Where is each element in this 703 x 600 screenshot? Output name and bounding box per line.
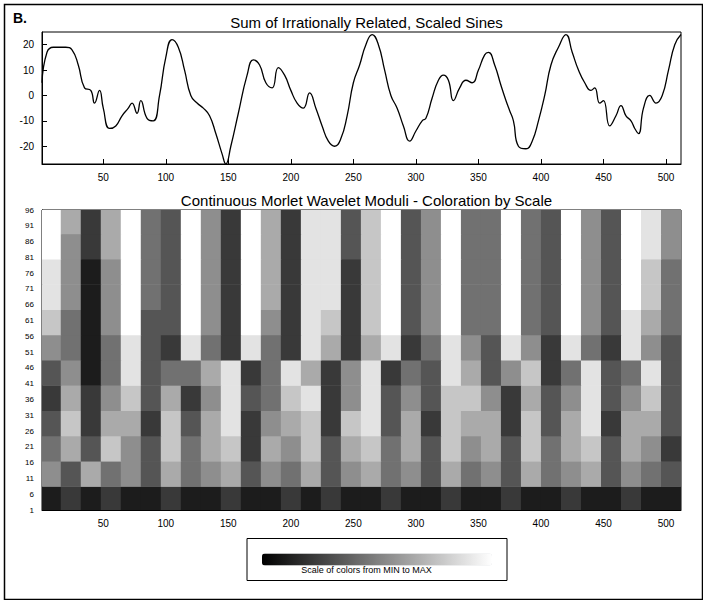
svg-text:36: 36	[25, 395, 34, 404]
svg-text:71: 71	[25, 284, 34, 293]
svg-text:11: 11	[26, 474, 35, 483]
svg-text:41: 41	[25, 379, 34, 388]
svg-text:400: 400	[533, 172, 550, 183]
svg-text:500: 500	[658, 518, 675, 529]
svg-text:56: 56	[25, 332, 34, 341]
svg-text:81: 81	[25, 253, 34, 262]
svg-text:46: 46	[25, 363, 34, 372]
svg-text:Scale of colors from MIN to MA: Scale of colors from MIN to MAX	[301, 565, 432, 575]
svg-text:1: 1	[30, 506, 35, 515]
svg-text:76: 76	[25, 269, 34, 278]
svg-text:Sum of Irrationally Related, S: Sum of Irrationally Related, Scaled Sine…	[230, 14, 503, 31]
svg-text:16: 16	[25, 458, 34, 467]
svg-text:86: 86	[25, 237, 34, 246]
svg-text:26: 26	[25, 427, 34, 436]
svg-text:10: 10	[23, 65, 35, 76]
svg-text:50: 50	[98, 518, 110, 529]
svg-text:350: 350	[470, 172, 487, 183]
svg-text:300: 300	[408, 172, 425, 183]
svg-text:350: 350	[470, 518, 487, 529]
svg-text:300: 300	[408, 518, 425, 529]
svg-text:50: 50	[98, 172, 110, 183]
svg-text:51: 51	[25, 348, 34, 357]
svg-text:91: 91	[25, 221, 34, 230]
svg-text:61: 61	[25, 316, 34, 325]
svg-text:31: 31	[25, 411, 34, 420]
svg-text:150: 150	[220, 518, 237, 529]
svg-text:0: 0	[28, 90, 34, 101]
svg-text:200: 200	[283, 518, 300, 529]
svg-text:6: 6	[30, 490, 35, 499]
svg-text:100: 100	[157, 518, 174, 529]
svg-text:150: 150	[220, 172, 237, 183]
svg-text:450: 450	[595, 518, 612, 529]
svg-text:250: 250	[345, 172, 362, 183]
svg-text:400: 400	[533, 518, 550, 529]
svg-text:20: 20	[23, 39, 35, 50]
svg-text:96: 96	[25, 206, 34, 215]
svg-text:-10: -10	[20, 115, 35, 126]
svg-text:200: 200	[283, 172, 300, 183]
svg-text:21: 21	[25, 442, 34, 451]
svg-text:100: 100	[157, 172, 174, 183]
svg-text:-20: -20	[20, 141, 35, 152]
svg-text:66: 66	[25, 300, 34, 309]
svg-text:Continuous Morlet Wavelet Modu: Continuous Morlet Wavelet Moduli - Color…	[181, 192, 552, 209]
svg-text:B.: B.	[13, 10, 27, 26]
svg-text:450: 450	[595, 172, 612, 183]
svg-text:250: 250	[345, 518, 362, 529]
svg-text:500: 500	[658, 172, 675, 183]
